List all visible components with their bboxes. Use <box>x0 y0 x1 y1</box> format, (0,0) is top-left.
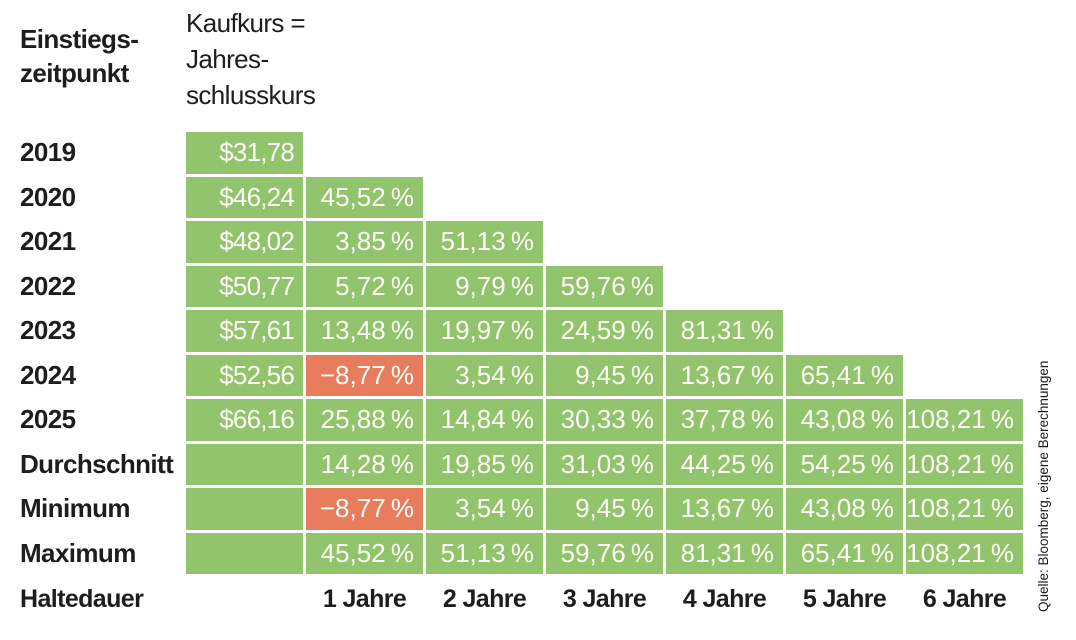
row-label: 2023 <box>20 315 76 346</box>
row-label: Durchschnitt <box>20 448 174 479</box>
holding-period-col-5: 5 Jahre <box>802 584 887 613</box>
table-row: 2025 $66,16 25,88 % 14,84 % 30,33 % 37,78 % 43… <box>20 399 1023 441</box>
price-cell: $52,56 <box>186 354 303 396</box>
return-cell: 13,67 % <box>666 488 783 530</box>
return-cell: 108,21 % <box>906 443 1023 485</box>
return-cell: 51,13 % <box>426 532 543 574</box>
table-row: 2023 $57,61 13,48 % 19,97 % 24,59 % 81,31 % <box>20 310 1023 352</box>
table-row: Durchschnitt 14,28 % 19,85 % 31,03 % 44,25 %… <box>20 443 1023 485</box>
return-cell: 9,45 % <box>546 488 663 530</box>
return-cell: 37,78 % <box>666 399 783 441</box>
return-cell: 81,31 % <box>666 532 783 574</box>
row-label: 2025 <box>20 404 76 435</box>
return-cell: 13,67 % <box>666 354 783 396</box>
price-cell <box>186 443 303 485</box>
holding-period-col-4: 4 Jahre <box>682 584 767 613</box>
table-row: 2021 $48,02 3,85 % 51,13 % <box>20 221 1023 263</box>
row-label: 2019 <box>20 137 76 168</box>
table-row: Minimum −8,77 % 3,54 % 9,45 % 13,67 % 43,08 %… <box>20 488 1023 530</box>
return-cell: 45,52 % <box>306 532 423 574</box>
purchase-price-column-header: Kaufkurs = Jahres- schlusskurs <box>186 8 316 110</box>
return-cell: 59,76 % <box>546 532 663 574</box>
return-cell: −8,77 % <box>306 354 423 396</box>
return-cell: 14,28 % <box>306 443 423 485</box>
price-cell: $46,24 <box>186 176 303 218</box>
price-cell: $66,16 <box>186 399 303 441</box>
return-cell: 19,85 % <box>426 443 543 485</box>
holding-period-col-3: 3 Jahre <box>562 584 647 613</box>
table-row: 2019 $31,78 <box>20 132 1023 174</box>
row-label: 2022 <box>20 270 76 301</box>
return-cell: 51,13 % <box>426 221 543 263</box>
return-cell: 3,54 % <box>426 488 543 530</box>
return-cell: 65,41 % <box>786 532 903 574</box>
return-cell: 31,03 % <box>546 443 663 485</box>
return-cell: 81,31 % <box>666 310 783 352</box>
price-cell <box>186 532 303 574</box>
row-label: 2021 <box>20 226 76 257</box>
holding-period-col-2: 2 Jahre <box>442 584 527 613</box>
return-cell: 108,21 % <box>906 532 1023 574</box>
price-cell: $57,61 <box>186 310 303 352</box>
row-label: 2020 <box>20 181 76 212</box>
table-row: 2022 $50,77 5,72 % 9,79 % 59,76 % <box>20 265 1023 307</box>
source-note: Quelle: Bloomberg, eigene Berechnungen <box>1036 360 1051 612</box>
row-label: Minimum <box>20 493 131 524</box>
return-cell: 9,79 % <box>426 265 543 307</box>
return-cell: 19,97 % <box>426 310 543 352</box>
row-label: Maximum <box>20 537 136 568</box>
holding-period-label: Haltedauer <box>20 584 144 613</box>
return-cell: 30,33 % <box>546 399 663 441</box>
holding-period-row: Haltedauer 1 Jahre 2 Jahre 3 Jahre 4 Jah… <box>20 584 1023 614</box>
return-matrix: 2019 $31,78 2020 $46,24 45,52 % 2021 $48,02 3,8… <box>20 132 1023 577</box>
return-cell: 5,72 % <box>306 265 423 307</box>
return-cell: 13,48 % <box>306 310 423 352</box>
return-cell: −8,77 % <box>306 488 423 530</box>
return-cell: 43,08 % <box>786 488 903 530</box>
return-cell: 9,45 % <box>546 354 663 396</box>
return-cell: 14,84 % <box>426 399 543 441</box>
return-cell: 108,21 % <box>906 488 1023 530</box>
return-cell: 43,08 % <box>786 399 903 441</box>
return-cell: 54,25 % <box>786 443 903 485</box>
return-cell: 65,41 % <box>786 354 903 396</box>
table-row: 2024 $52,56 −8,77 % 3,54 % 9,45 % 13,67 % 65,4… <box>20 354 1023 396</box>
return-cell: 3,85 % <box>306 221 423 263</box>
price-cell <box>186 488 303 530</box>
return-cell: 3,54 % <box>426 354 543 396</box>
return-cell: 44,25 % <box>666 443 783 485</box>
return-cell: 45,52 % <box>306 176 423 218</box>
return-cell: 108,21 % <box>906 399 1023 441</box>
table-row: Maximum 45,52 % 51,13 % 59,76 % 81,31 % 65,41… <box>20 532 1023 574</box>
price-cell: $31,78 <box>186 132 303 174</box>
holding-period-col-6: 6 Jahre <box>922 584 1007 613</box>
return-cell: 59,76 % <box>546 265 663 307</box>
entry-point-label: Einstiegs- zeitpunkt <box>20 24 139 88</box>
return-cell: 24,59 % <box>546 310 663 352</box>
row-label: 2024 <box>20 359 76 390</box>
holding-period-col-1: 1 Jahre <box>322 584 407 613</box>
return-cell: 25,88 % <box>306 399 423 441</box>
price-cell: $50,77 <box>186 265 303 307</box>
table-row: 2020 $46,24 45,52 % <box>20 176 1023 218</box>
price-cell: $48,02 <box>186 221 303 263</box>
